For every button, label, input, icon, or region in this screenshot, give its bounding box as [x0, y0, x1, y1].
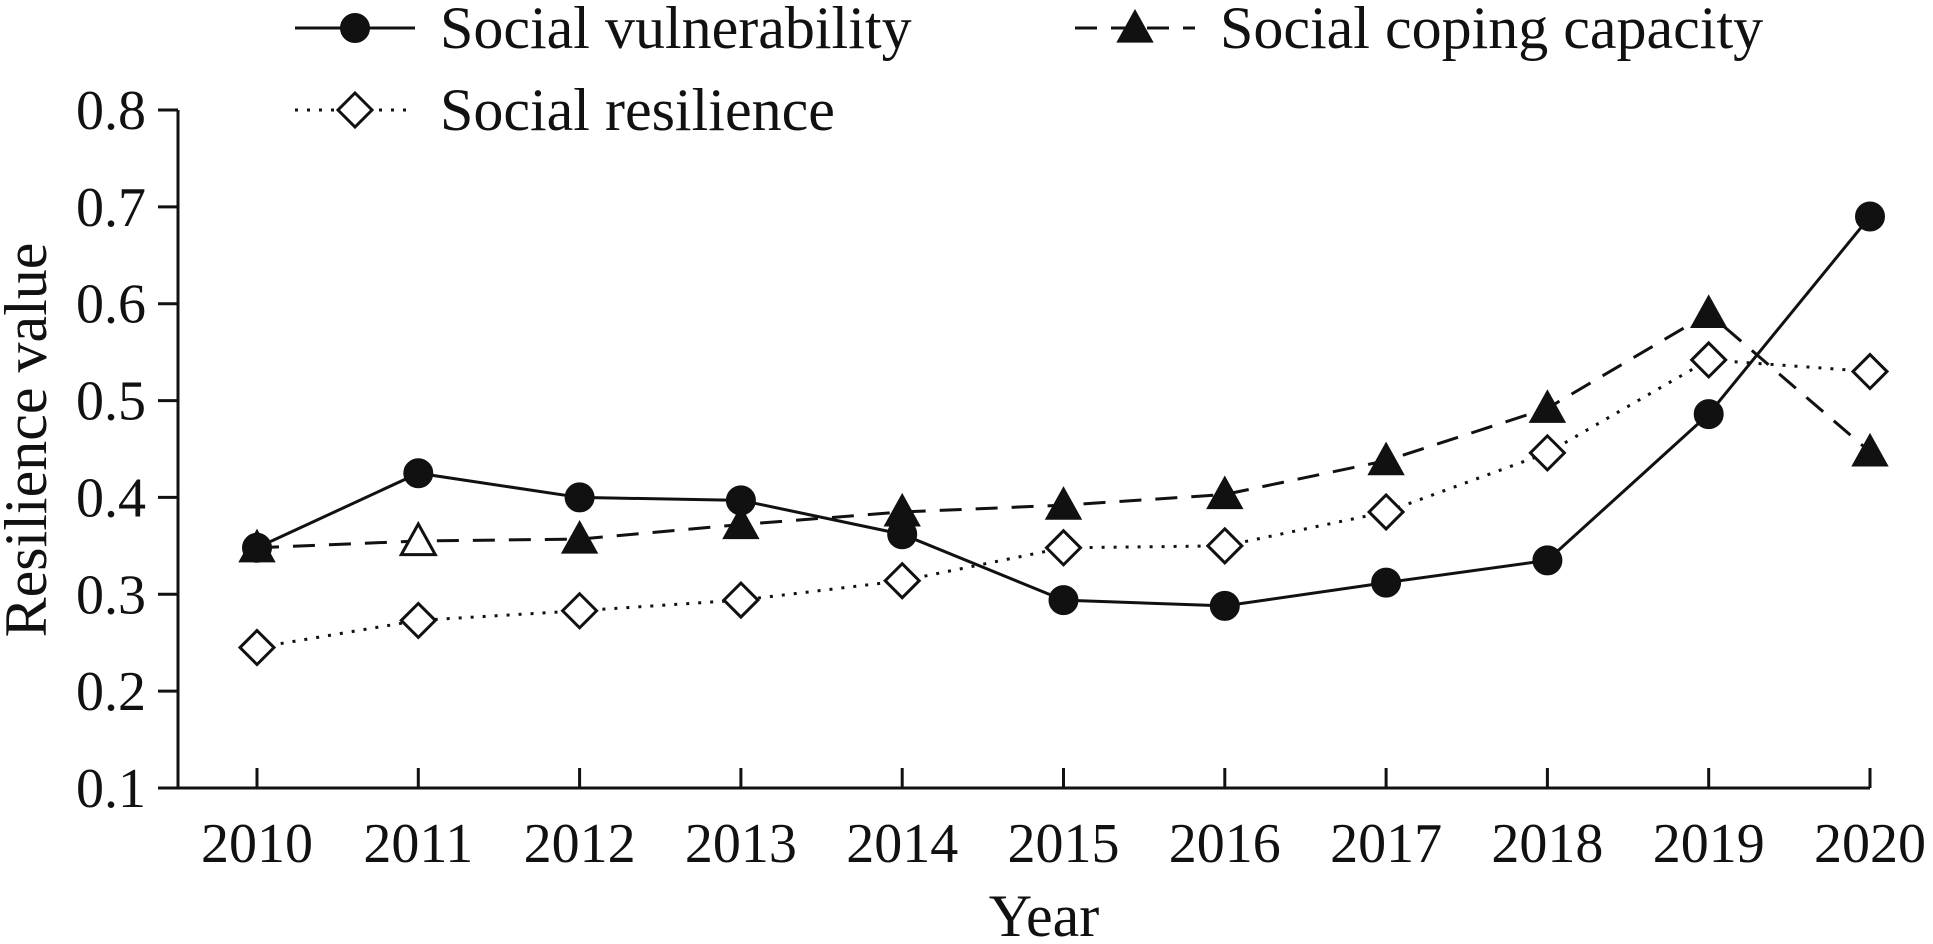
data-point	[1371, 567, 1402, 598]
legend-item: Social resilience	[295, 77, 835, 143]
data-point	[1044, 528, 1083, 567]
x-tick-label: 2020	[1814, 813, 1926, 875]
x-ticks: 2010 2011 2012 2013 2014 2015 2016 2017 2018 2019…	[201, 768, 1926, 875]
x-tick-label: 2013	[685, 813, 797, 875]
legend-label: Social resilience	[440, 77, 835, 143]
data-point	[1044, 486, 1083, 520]
x-tick-label: 2019	[1653, 813, 1765, 875]
data-point	[1528, 389, 1567, 423]
data-point	[1850, 352, 1890, 391]
legend: Social vulnerability Social coping capaci…	[295, 0, 1763, 143]
data-point	[1206, 475, 1244, 510]
legend-label: Social coping capacity	[1220, 0, 1763, 61]
data-point	[560, 520, 599, 554]
data-point	[1209, 590, 1240, 621]
legend-item: Social coping capacity	[1075, 0, 1763, 61]
legend-item: Social vulnerability	[295, 0, 912, 61]
x-tick-label: 2011	[363, 813, 473, 875]
data-point	[721, 580, 761, 620]
data-point	[403, 458, 434, 489]
data-point	[1532, 545, 1563, 576]
data-point	[398, 520, 438, 557]
legend-marker	[1116, 8, 1154, 43]
data-point	[564, 482, 595, 513]
data-point	[1693, 399, 1724, 430]
y-axis-title: Resilience value	[0, 243, 59, 638]
axes: 0.10.20.30.40.50.60.70.8 2010 2011 2012 201…	[0, 80, 1926, 944]
x-tick-label: 2017	[1330, 813, 1442, 875]
data-point	[883, 492, 921, 527]
data-point	[1205, 526, 1244, 565]
data-point	[1048, 585, 1079, 616]
data-point	[722, 505, 760, 540]
data-point	[883, 561, 922, 600]
series-1	[242, 201, 1885, 621]
y-tick-label: 0.7	[76, 177, 146, 239]
y-tick-label: 0.2	[76, 661, 146, 723]
data-point	[238, 528, 276, 563]
data-point	[237, 628, 277, 667]
x-tick-label: 2012	[524, 813, 636, 875]
data-point	[1851, 432, 1889, 467]
data-point	[1689, 340, 1728, 380]
y-tick-label: 0.5	[76, 371, 146, 433]
y-ticks: 0.1 0.2 0.3 0.4 0.5 0.6 0.7 0.8	[76, 80, 178, 820]
x-tick-label: 2016	[1169, 813, 1281, 875]
series-2	[238, 294, 1889, 563]
y-tick-label: 0.4	[76, 467, 146, 529]
series-layer	[237, 201, 1890, 667]
y-tick-label: 0.1	[76, 758, 146, 820]
y-tick-label: 0.3	[76, 564, 146, 626]
data-point	[560, 591, 599, 630]
legend-marker	[340, 13, 370, 43]
y-tick-label: 0.6	[76, 274, 146, 336]
series-3	[237, 340, 1890, 667]
legend-label: Social vulnerability	[440, 0, 912, 61]
legend-marker	[335, 90, 375, 130]
x-tick-label: 2015	[1008, 813, 1120, 875]
x-tick-label: 2010	[201, 813, 313, 875]
x-tick-label: 2014	[846, 813, 958, 875]
data-point	[1367, 441, 1405, 476]
data-point	[399, 601, 438, 640]
data-point	[1528, 433, 1567, 472]
data-point	[1855, 201, 1885, 232]
data-point	[1366, 492, 1406, 532]
y-tick-label: 0.8	[76, 80, 146, 142]
x-tick-label: 2018	[1491, 813, 1603, 875]
x-axis-title: Year	[989, 883, 1100, 944]
data-point	[1690, 294, 1728, 328]
